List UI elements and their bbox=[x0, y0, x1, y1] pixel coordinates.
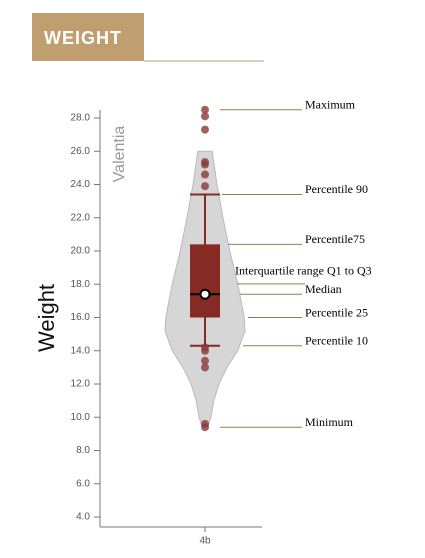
header-title: WEIGHT bbox=[44, 28, 122, 48]
y-tick-label: 22.0 bbox=[71, 212, 91, 223]
y-tick-label: 26.0 bbox=[71, 146, 91, 157]
annotation: Maximum bbox=[305, 97, 356, 111]
outlier-point bbox=[201, 346, 209, 355]
outlier-point bbox=[201, 356, 209, 365]
annotation: Percentile 10 bbox=[305, 334, 368, 348]
y-tick-label: 8.0 bbox=[76, 445, 90, 456]
annotation: Percentile 90 bbox=[305, 182, 368, 196]
y-axis-label: Weight bbox=[34, 284, 59, 352]
y-tick-label: 4.0 bbox=[76, 512, 90, 523]
y-tick-label: 12.0 bbox=[71, 379, 91, 390]
outlier-point bbox=[201, 170, 209, 179]
outlier-point bbox=[201, 363, 209, 372]
outlier-point bbox=[201, 160, 209, 169]
annotation: Median bbox=[305, 282, 342, 296]
y-tick-label: 20.0 bbox=[71, 246, 91, 257]
annotation: Percentile75 bbox=[305, 232, 365, 246]
header-box bbox=[32, 13, 144, 61]
x-tick-label: 4b bbox=[199, 536, 211, 547]
outlier-point bbox=[201, 112, 209, 121]
series-label: Valentia bbox=[111, 126, 128, 183]
annotation: Minimum bbox=[305, 415, 354, 429]
outlier-point bbox=[201, 423, 209, 432]
y-tick-label: 6.0 bbox=[76, 478, 90, 489]
outlier-point bbox=[201, 105, 209, 114]
annotation: Interquartile range Q1 to Q3 bbox=[235, 264, 372, 278]
y-tick-label: 28.0 bbox=[71, 113, 91, 124]
median-dot bbox=[199, 288, 211, 300]
annotation: Percentile 25 bbox=[305, 305, 368, 319]
outlier-point bbox=[201, 125, 209, 134]
y-tick-label: 14.0 bbox=[71, 345, 91, 356]
outlier-point bbox=[201, 182, 209, 191]
y-tick-label: 10.0 bbox=[71, 412, 91, 423]
y-tick-label: 18.0 bbox=[71, 279, 91, 290]
y-tick-label: 16.0 bbox=[71, 312, 91, 323]
y-tick-label: 24.0 bbox=[71, 179, 91, 190]
box bbox=[190, 244, 220, 318]
